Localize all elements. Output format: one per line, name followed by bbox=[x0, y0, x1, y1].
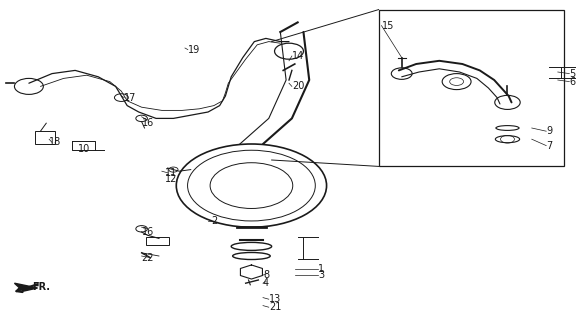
Text: 20: 20 bbox=[292, 81, 304, 92]
Text: 16: 16 bbox=[142, 227, 154, 237]
Text: 13: 13 bbox=[269, 294, 281, 304]
Text: 9: 9 bbox=[546, 126, 553, 136]
Text: 4: 4 bbox=[263, 278, 269, 288]
Text: 3: 3 bbox=[318, 270, 324, 280]
Text: 1: 1 bbox=[318, 264, 324, 274]
Text: 17: 17 bbox=[124, 92, 136, 103]
Bar bbox=[379, 10, 564, 166]
Text: 19: 19 bbox=[188, 44, 200, 55]
Text: 16: 16 bbox=[142, 118, 154, 128]
Text: 2: 2 bbox=[211, 216, 217, 226]
Text: 21: 21 bbox=[269, 302, 281, 312]
Text: 14: 14 bbox=[292, 51, 304, 61]
Text: 12: 12 bbox=[165, 174, 177, 184]
Text: 7: 7 bbox=[546, 140, 553, 151]
Text: 5: 5 bbox=[569, 68, 576, 79]
Bar bbox=[146, 237, 169, 245]
Polygon shape bbox=[14, 283, 38, 291]
Text: 6: 6 bbox=[569, 76, 576, 87]
Text: 15: 15 bbox=[381, 20, 394, 31]
Text: 8: 8 bbox=[263, 270, 269, 280]
Text: 10: 10 bbox=[78, 144, 90, 154]
Text: FR.: FR. bbox=[32, 282, 50, 292]
Text: 11: 11 bbox=[165, 168, 177, 178]
Bar bbox=[35, 131, 55, 144]
Text: 18: 18 bbox=[49, 137, 61, 148]
Text: 22: 22 bbox=[142, 252, 154, 263]
